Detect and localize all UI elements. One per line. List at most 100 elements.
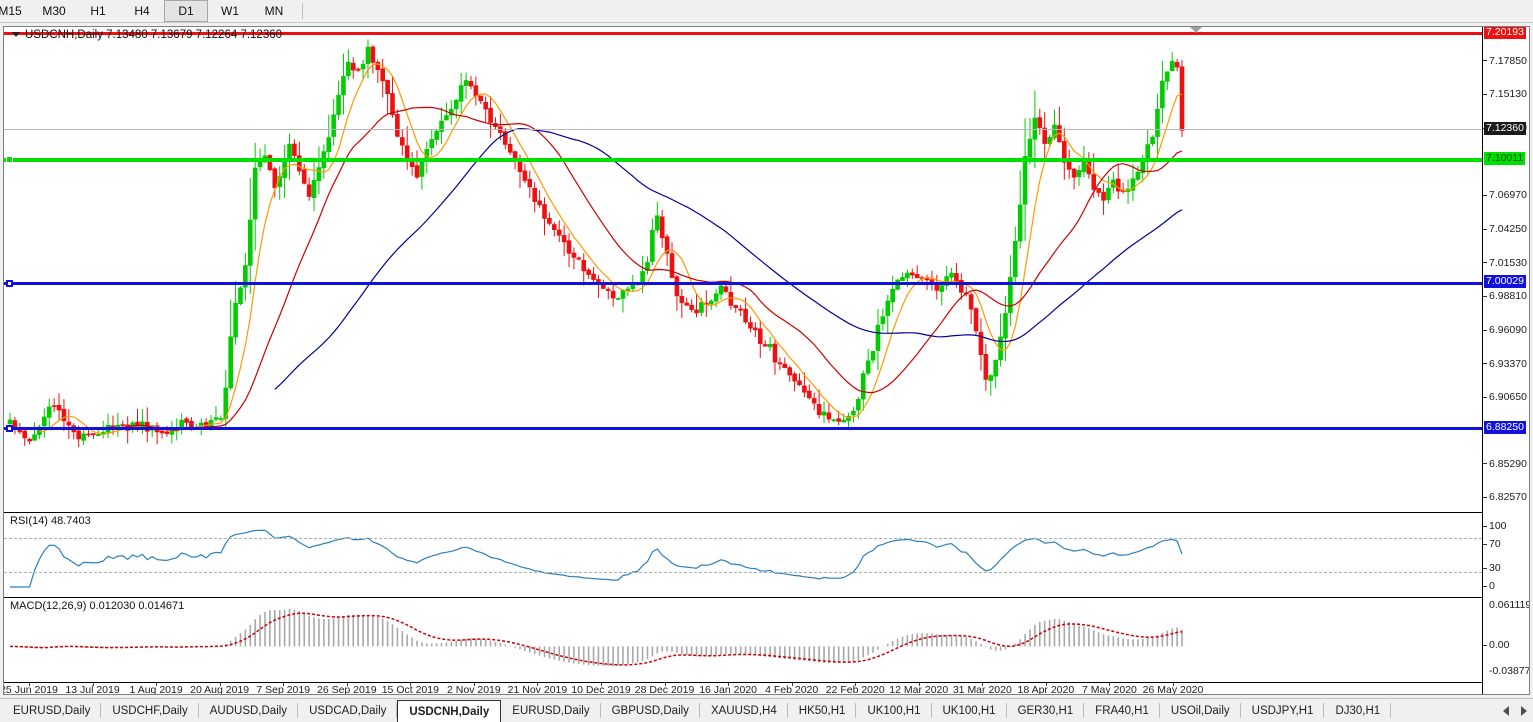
price-tick: 6.93370: [1483, 358, 1529, 371]
timeframe-button-h1[interactable]: H1: [90, 4, 106, 18]
date-tick-mark: [410, 683, 412, 686]
date-tick-mark: [537, 683, 539, 686]
price-badge-level[interactable]: 7.00029: [1484, 275, 1526, 289]
chart-tab-xauusd-h4[interactable]: XAUUSD,H4: [700, 699, 788, 722]
price-badge-current-price[interactable]: 7.12360: [1484, 122, 1526, 136]
chart-tab-eurusd-daily[interactable]: EURUSD,Daily: [501, 699, 601, 722]
chart-tab-hk50-h1[interactable]: HK50,H1: [788, 699, 857, 722]
rsi-label: RSI(14) 48.7403: [10, 515, 91, 527]
level-handle-7.10011[interactable]: [6, 156, 13, 164]
price-badge-resistance-level[interactable]: 7.20193: [1484, 26, 1526, 39]
date-tick-mark: [918, 683, 920, 686]
chart-dropdown-caret-icon[interactable]: [12, 32, 20, 38]
date-tick-mark: [283, 683, 285, 686]
chart-tab-uk100-h1[interactable]: UK100,H1: [856, 699, 932, 722]
date-tick-mark: [664, 683, 666, 686]
timeframe-button-h4[interactable]: H4: [134, 4, 150, 18]
macd-histogram-plot: [9, 609, 1183, 667]
level-handle-7.00029[interactable]: [6, 279, 13, 287]
rsi-line-plot: [10, 529, 1183, 588]
rsi-pane[interactable]: RSI(14) 48.7403: [4, 512, 1482, 596]
price-tick: 7.06970: [1483, 189, 1529, 202]
date-label: 10 Dec 2019: [571, 684, 631, 695]
price-badge-level[interactable]: 6.88250: [1484, 420, 1526, 434]
timeframe-button-d1[interactable]: D1: [164, 0, 208, 22]
chart-tab-uk100-h1[interactable]: UK100,H1: [932, 699, 1007, 722]
price-scale[interactable]: 7.17850 7.15130 7.12360 7.06970 7.04250 7.015…: [1482, 26, 1530, 694]
price-tick: 6.90650: [1483, 391, 1529, 404]
macd-pane[interactable]: MACD(12,26,9) 0.012030 0.014671: [4, 597, 1482, 681]
date-label: 26 Sep 2019: [316, 684, 377, 695]
symbol-ohlc-text: USDCNH,Daily 7.13480 7.13679 7.12264 7.1…: [25, 29, 283, 41]
chart-tab-usdcnh-daily[interactable]: USDCNH,Daily: [397, 700, 502, 722]
date-label: 12 Mar 2020: [889, 684, 949, 695]
price-pane[interactable]: USDCNH,Daily 7.13480 7.13679 7.12264 7.1…: [4, 27, 1482, 511]
level-line-6.88250[interactable]: [4, 427, 1482, 431]
date-tick-mark: [92, 683, 94, 686]
timeframe-button-mn[interactable]: MN: [264, 4, 284, 18]
rsi-tick: 70: [1483, 538, 1529, 550]
date-label: 4 Feb 2020: [765, 684, 819, 695]
rsi-tick: 100: [1483, 520, 1529, 532]
date-label: 1 Aug 2019: [129, 684, 183, 695]
level-line-7.10011[interactable]: [4, 158, 1482, 163]
macd-label: MACD(12,26,9) 0.012030 0.014671: [10, 600, 185, 612]
price-tick: 6.82570: [1483, 491, 1529, 504]
rsi-oversold-gridline: [4, 572, 1482, 573]
chart-tab-dj30-h1[interactable]: DJ30,H1: [1324, 699, 1391, 722]
timeframe-toolbar: M15 M30 H1 H4 D1 W1 MN: [0, 0, 1533, 23]
date-axis: 25 Jun 2019 13 Jul 2019 1 Aug 2019 20 Aug 2…: [3, 682, 1482, 695]
chart-tab-usdcad-daily[interactable]: USDCAD,Daily: [298, 699, 398, 722]
price-badge-level[interactable]: 7.10011: [1484, 151, 1526, 165]
chart-scroll-marker-icon: [1190, 27, 1202, 33]
date-label: 21 Nov 2019: [507, 684, 568, 695]
symbol-ohlc-header: USDCNH,Daily 7.13480 7.13679 7.12264 7.1…: [12, 29, 282, 41]
candlestick-plot: [7, 39, 1185, 448]
date-label: 25 Jun 2019: [3, 684, 58, 695]
tab-navigation: [1503, 699, 1533, 722]
chart-tab-usdjpy-h1[interactable]: USDJPY,H1: [1241, 699, 1325, 722]
date-label: 22 Feb 2020: [825, 684, 885, 695]
date-tick-mark: [791, 683, 793, 686]
date-label: 18 Apr 2020: [1017, 684, 1075, 695]
price-tick: 6.98810: [1483, 290, 1529, 303]
chart-tab-usdchf-daily[interactable]: USDCHF,Daily: [101, 699, 200, 722]
date-label: 20 Aug 2019: [190, 684, 250, 695]
chart-tab-gbpusd-daily[interactable]: GBPUSD,Daily: [601, 699, 701, 722]
date-tick-mark: [982, 683, 984, 686]
timeframe-button-w1[interactable]: W1: [221, 4, 239, 18]
macd-tick: 0.00: [1483, 639, 1529, 651]
timeframe-button-m30[interactable]: M30: [42, 4, 66, 18]
level-line-7.00029[interactable]: [4, 281, 1482, 285]
level-handle-6.88250[interactable]: [6, 425, 13, 433]
chart-tab-ger30-h1[interactable]: GER30,H1: [1007, 699, 1085, 722]
tab-scroll-left-icon[interactable]: [1503, 705, 1509, 716]
date-tick-mark: [1109, 683, 1111, 686]
macd-tick: -0.03877: [1489, 665, 1530, 677]
date-label: 26 May 2020: [1142, 684, 1204, 695]
chart-tab-eurusd-daily[interactable]: EURUSD,Daily: [2, 699, 102, 722]
tab-scroll-right-icon[interactable]: [1521, 705, 1527, 716]
date-tick-mark: [728, 683, 730, 686]
price-tick: 7.01530: [1483, 257, 1529, 270]
date-label: 13 Jul 2019: [65, 684, 120, 695]
chart-tab-usoil-daily[interactable]: USOil,Daily: [1160, 699, 1241, 722]
timeframe-button-m15[interactable]: M15: [0, 4, 22, 18]
price-tick: 7.15130: [1483, 88, 1529, 101]
chart-tab-bar: EURUSD,Daily USDCHF,Daily AUDUSD,Daily USDC…: [0, 698, 1533, 722]
date-label: 15 Oct 2019: [381, 684, 439, 695]
date-tick-mark: [601, 683, 602, 686]
date-label: 16 Jan 2020: [699, 684, 758, 695]
date-tick-mark: [1173, 683, 1174, 686]
chart-tab-audusd-daily[interactable]: AUDUSD,Daily: [199, 699, 299, 722]
chart-tab-fra40-h1[interactable]: FRA40,H1: [1084, 699, 1160, 722]
date-label: 2 Nov 2019: [447, 684, 501, 695]
level-line-7.20193[interactable]: [4, 32, 1482, 36]
price-tick: 7.04250: [1483, 223, 1529, 236]
level-line-7.12360[interactable]: [4, 128, 1482, 130]
date-tick-mark: [1045, 683, 1047, 686]
date-tick-mark: [156, 683, 158, 686]
chart-canvas[interactable]: USDCNH,Daily 7.13480 7.13679 7.12264 7.1…: [3, 26, 1530, 695]
rsi-tick: 0: [1483, 580, 1529, 592]
